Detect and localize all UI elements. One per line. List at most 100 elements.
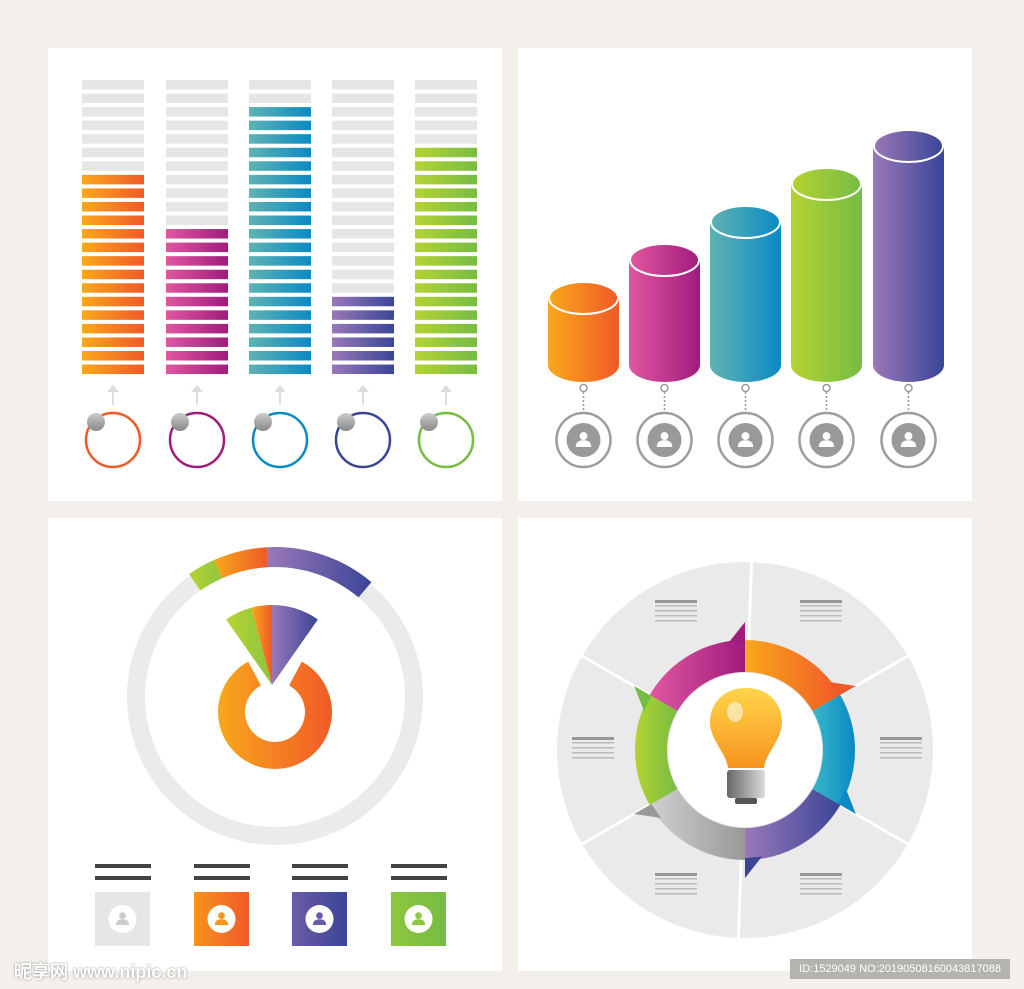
meter-segment-filled: [415, 269, 477, 280]
arrow-up-icon: [357, 385, 369, 392]
text-placeholder-line: [800, 878, 842, 880]
avatar-circle: [566, 423, 601, 457]
text-placeholder-line: [800, 893, 842, 895]
text-placeholder-line: [800, 610, 842, 612]
text-placeholder-line: [800, 615, 842, 617]
meter-segment-empty: [332, 229, 394, 239]
user-icon: [900, 432, 917, 447]
gear-tooth: [728, 622, 745, 644]
gear-segment: [634, 695, 678, 805]
meter-segment-filled: [166, 269, 228, 280]
user-icon: [575, 432, 592, 447]
user-body: [656, 440, 673, 447]
meter-knob: [171, 413, 189, 431]
meter-segment-filled: [166, 337, 228, 347]
meter-segment-empty: [166, 161, 228, 171]
meter-segment-filled: [249, 296, 311, 307]
meter-segment-filled: [249, 283, 311, 293]
legend-line: [194, 864, 250, 868]
meter-segment-empty: [332, 120, 394, 131]
meter-segment-filled: [415, 161, 477, 171]
ring-arc-segment: [213, 547, 269, 579]
cylinder-top: [791, 167, 862, 201]
meter-segment-filled: [166, 323, 228, 334]
meter-segment-empty: [332, 269, 394, 280]
meter-segment-filled: [249, 215, 311, 225]
watermark-site: 昵享网 www.nipic.cn: [14, 962, 188, 982]
meter-knob: [254, 413, 272, 431]
meter-segment-filled: [166, 229, 228, 239]
meter-segment-empty: [82, 93, 144, 104]
text-placeholder-line: [800, 883, 842, 885]
legend-line: [292, 864, 348, 868]
text-placeholder-line: [800, 888, 842, 890]
meter-segment-filled: [82, 242, 144, 253]
meter-segment-empty: [166, 147, 228, 158]
meter-segment-filled: [249, 120, 311, 131]
meter-segment-filled: [82, 351, 144, 361]
meter-segment-empty: [415, 120, 477, 131]
meter-segment-empty: [166, 120, 228, 131]
meter-segment-filled: [249, 337, 311, 347]
gear-tooth: [838, 788, 856, 814]
cylinder-top: [873, 129, 944, 163]
meter-segment-empty: [332, 201, 394, 212]
text-placeholder-line: [655, 883, 697, 885]
meter-segment-filled: [332, 310, 394, 320]
text-placeholder-line: [880, 757, 922, 759]
bulb-base: [727, 770, 765, 798]
pin-dot: [660, 383, 669, 393]
cylinder-body: [710, 222, 781, 382]
meter-segment-empty: [82, 107, 144, 117]
meter-segment-filled: [249, 201, 311, 212]
meter-segment-filled: [249, 351, 311, 361]
meter-segment-filled: [415, 147, 477, 158]
meter-segment-filled: [249, 310, 311, 320]
meter-segment-filled: [332, 323, 394, 334]
meter-segment-empty: [166, 201, 228, 212]
meter-segment-filled: [415, 242, 477, 253]
user-icon: [737, 432, 754, 447]
meter-segment-filled: [82, 201, 144, 212]
meter-segment-filled: [415, 215, 477, 225]
user-head: [904, 432, 913, 440]
fan-wedge: [272, 605, 318, 685]
gear-segment: [745, 789, 841, 860]
cylinder-top: [548, 281, 619, 315]
arrow-up-icon: [107, 385, 119, 392]
text-placeholder-line: [655, 878, 697, 880]
meter-segment-empty: [332, 161, 394, 171]
meter-segment-filled: [249, 134, 311, 144]
meter-segment-empty: [166, 80, 228, 90]
fan-wedge: [226, 607, 272, 685]
meter-segment-filled: [415, 201, 477, 212]
user-body: [312, 919, 327, 925]
meter-segment-empty: [166, 93, 228, 104]
meter-segment-filled: [415, 310, 477, 320]
meter-ring: [84, 411, 142, 469]
text-placeholder-line: [655, 605, 697, 607]
cylinder-body: [629, 260, 700, 382]
legend-line: [194, 876, 250, 880]
user-body: [737, 440, 754, 447]
bulb-tip: [735, 798, 757, 804]
user-head: [218, 912, 225, 919]
meter-segment-empty: [82, 147, 144, 158]
meter-ring: [168, 411, 226, 469]
meter-segment-empty: [249, 80, 311, 90]
user-icon: [411, 912, 426, 925]
text-placeholder-line: [800, 873, 842, 876]
text-placeholder-line: [655, 893, 697, 895]
text-placeholder-line: [880, 752, 922, 754]
meter-segment-filled: [166, 310, 228, 320]
meter-segment-empty: [332, 80, 394, 90]
meter-segment-empty: [82, 80, 144, 90]
meter-ring: [334, 411, 392, 469]
text-placeholder-line: [655, 620, 697, 622]
meter-segment-filled: [249, 174, 311, 185]
meter-segment-filled: [249, 256, 311, 266]
pin-dot: [904, 383, 913, 393]
gear-tooth: [634, 686, 652, 712]
meter-segment-filled: [415, 174, 477, 185]
lightbulb-icon: [710, 688, 782, 804]
